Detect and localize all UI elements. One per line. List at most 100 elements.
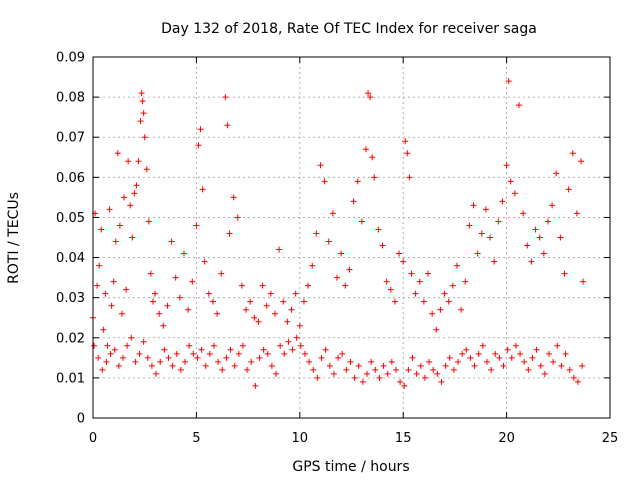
data-point [255, 318, 262, 325]
data-point [127, 202, 134, 209]
data-point [553, 170, 560, 177]
data-point [144, 354, 151, 361]
data-point [147, 270, 154, 277]
data-point [380, 362, 387, 369]
data-point [384, 370, 391, 377]
y-tick-label: 0.06 [56, 171, 85, 186]
data-point [94, 282, 101, 289]
data-point [578, 158, 585, 165]
data-point [359, 378, 366, 385]
y-tick-label: 0.05 [56, 211, 85, 226]
data-point [408, 270, 415, 277]
data-point [438, 378, 445, 385]
data-point [131, 190, 138, 197]
data-point [413, 370, 420, 377]
data-point [397, 378, 404, 385]
data-point [244, 366, 251, 373]
y-tick-label: 0 [77, 412, 85, 427]
data-point [305, 282, 312, 289]
data-point [570, 374, 577, 381]
data-point [111, 346, 118, 353]
data-point [335, 354, 342, 361]
data-point [285, 338, 292, 345]
data-point [536, 234, 543, 241]
data-point [441, 290, 448, 297]
data-point [189, 278, 196, 285]
x-tick-label: 25 [602, 431, 619, 446]
data-point [135, 158, 142, 165]
data-point [569, 150, 576, 157]
data-point [358, 218, 365, 225]
y-axis-title: ROTI / TECUs [6, 192, 22, 284]
data-point [532, 226, 539, 233]
data-point [186, 342, 193, 349]
data-point [369, 154, 376, 161]
data-point [500, 362, 507, 369]
data-point [524, 242, 531, 249]
data-point [165, 354, 172, 361]
data-point [224, 122, 231, 129]
data-point [141, 134, 148, 141]
data-point [293, 334, 300, 341]
data-point [256, 354, 263, 361]
data-point [529, 354, 536, 361]
data-point [338, 250, 345, 257]
y-tick-label: 0.09 [56, 51, 85, 66]
data-point [496, 354, 503, 361]
data-point [180, 250, 187, 257]
data-point [137, 118, 144, 125]
data-point [112, 238, 119, 245]
data-point [504, 346, 511, 353]
data-point [391, 298, 398, 305]
data-point [128, 334, 135, 341]
data-point [347, 358, 354, 365]
x-tick-label: 20 [498, 431, 515, 446]
data-point [479, 342, 486, 349]
data-point [238, 282, 245, 289]
data-point [426, 358, 433, 365]
data-point [545, 350, 552, 357]
data-point [474, 250, 481, 257]
data-point [227, 346, 234, 353]
data-point [409, 354, 416, 361]
data-point [562, 350, 569, 357]
data-point [222, 94, 229, 101]
data-point [421, 374, 428, 381]
data-point [99, 366, 106, 373]
data-point [182, 358, 189, 365]
data-point [161, 346, 168, 353]
data-point [364, 370, 371, 377]
data-point [185, 306, 192, 313]
data-point [401, 382, 408, 389]
data-point [214, 310, 221, 317]
data-point [156, 310, 163, 317]
x-tick-label: 0 [89, 431, 97, 446]
data-point [459, 350, 466, 357]
data-point [164, 302, 171, 309]
data-point [565, 186, 572, 193]
data-point [491, 258, 498, 265]
data-point [573, 210, 580, 217]
data-point [123, 286, 130, 293]
data-point [152, 290, 159, 297]
data-point [129, 234, 136, 241]
data-point [580, 278, 587, 285]
grid [93, 57, 610, 418]
data-point [492, 350, 499, 357]
data-point [425, 270, 432, 277]
data-point [525, 366, 532, 373]
data-point [263, 302, 270, 309]
x-tick-label: 5 [192, 431, 200, 446]
data-point [205, 290, 212, 297]
data-point [106, 206, 113, 213]
data-point [157, 358, 164, 365]
data-point [412, 290, 419, 297]
data-point [107, 350, 114, 357]
data-point [483, 358, 490, 365]
data-point [512, 342, 519, 349]
data-point [482, 206, 489, 213]
data-point [516, 102, 523, 109]
data-point [145, 218, 152, 225]
data-point [194, 354, 201, 361]
data-point [537, 362, 544, 369]
